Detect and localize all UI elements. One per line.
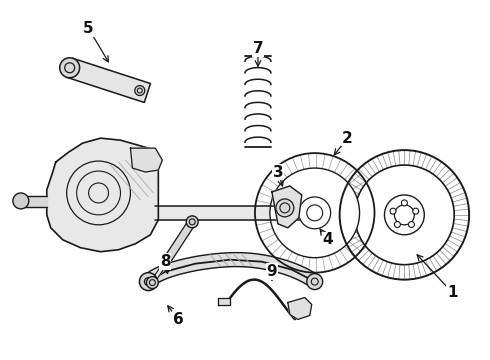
Circle shape (13, 193, 29, 209)
Polygon shape (47, 138, 158, 252)
Text: 5: 5 (83, 21, 94, 36)
Polygon shape (272, 186, 302, 228)
Polygon shape (143, 253, 319, 287)
Circle shape (409, 221, 415, 228)
Polygon shape (218, 298, 230, 305)
Text: 9: 9 (267, 264, 277, 279)
Polygon shape (130, 148, 162, 172)
Circle shape (413, 208, 419, 214)
Polygon shape (288, 298, 312, 319)
Circle shape (390, 208, 396, 214)
Circle shape (307, 274, 323, 289)
Circle shape (270, 168, 360, 258)
Text: 7: 7 (253, 41, 263, 56)
Circle shape (186, 216, 198, 228)
Circle shape (385, 195, 424, 235)
Circle shape (147, 276, 158, 289)
Circle shape (276, 199, 294, 217)
Text: 4: 4 (322, 232, 333, 247)
Polygon shape (67, 58, 150, 103)
Circle shape (355, 165, 454, 265)
Circle shape (135, 86, 145, 95)
Polygon shape (155, 206, 310, 220)
Polygon shape (23, 196, 47, 207)
Text: 3: 3 (272, 165, 283, 180)
Text: 2: 2 (342, 131, 353, 146)
Circle shape (394, 221, 400, 228)
Circle shape (60, 58, 80, 78)
Circle shape (401, 200, 407, 206)
Polygon shape (151, 257, 170, 284)
Circle shape (299, 197, 331, 229)
Circle shape (307, 205, 323, 221)
Text: 6: 6 (173, 312, 184, 327)
Circle shape (140, 273, 157, 291)
Text: 8: 8 (160, 254, 171, 269)
Text: 1: 1 (447, 285, 458, 300)
Polygon shape (165, 220, 196, 261)
Circle shape (394, 205, 415, 225)
